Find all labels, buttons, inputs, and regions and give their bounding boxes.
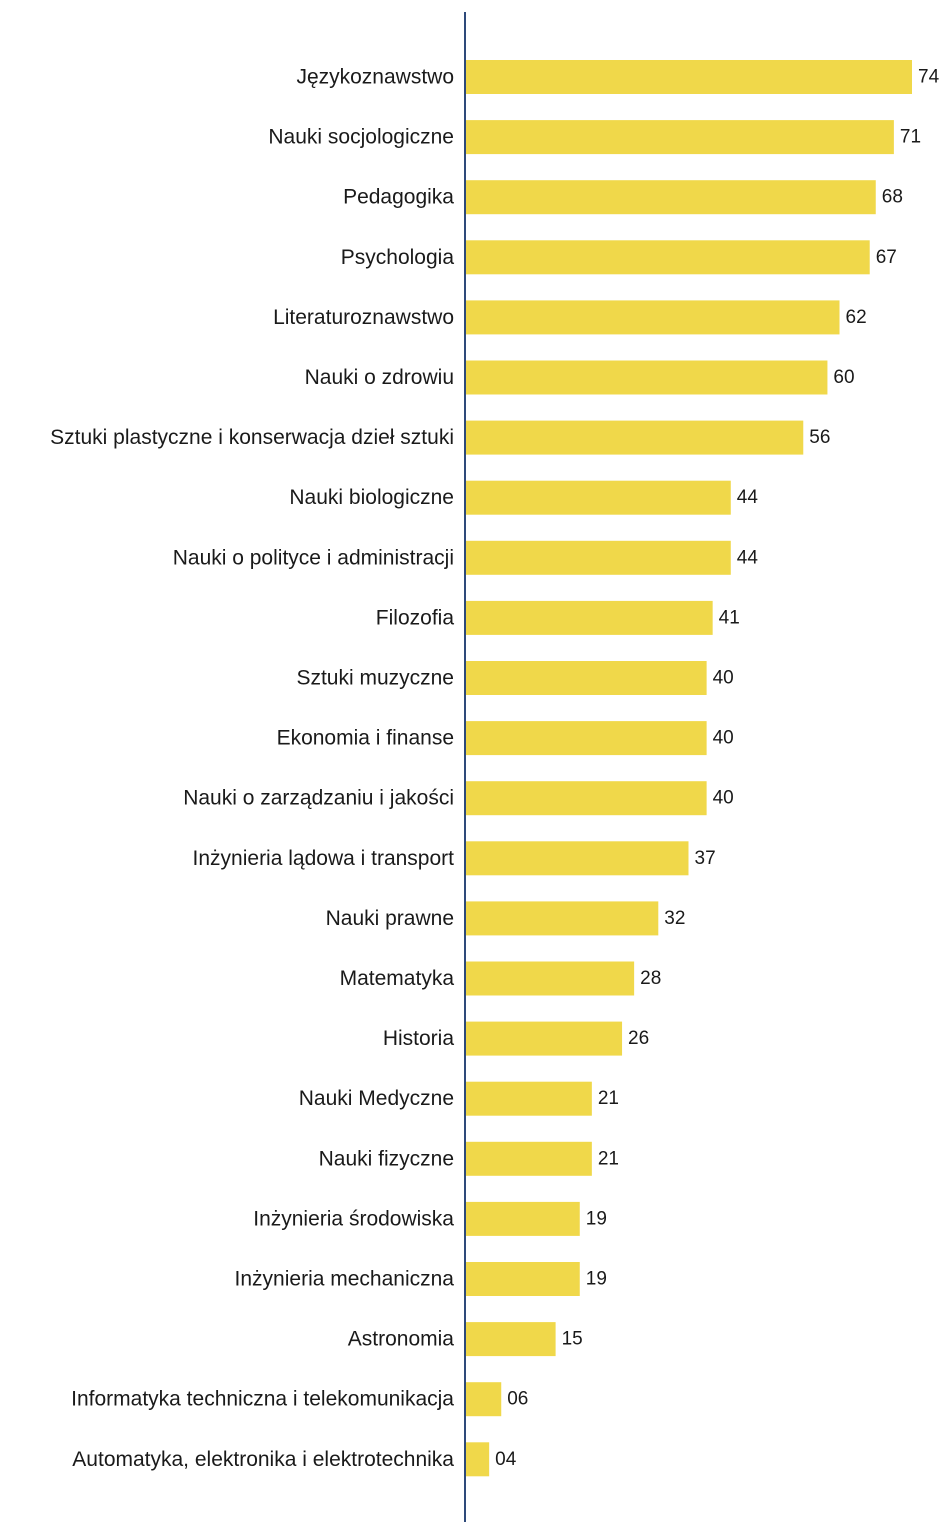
- bar: [465, 1322, 556, 1357]
- value-label: 32: [664, 908, 685, 929]
- category-label: Inżynieria środowiska: [253, 1207, 454, 1230]
- value-label: 15: [562, 1329, 583, 1350]
- value-label: 44: [737, 487, 759, 508]
- bar: [465, 1262, 580, 1296]
- bar: [465, 600, 713, 635]
- bar: [465, 1442, 490, 1477]
- bar: [465, 841, 689, 876]
- value-label: 37: [695, 848, 716, 869]
- category-labels: Językoznawstwo Nauki socjologiczne Pedagog…: [50, 66, 454, 1471]
- category-label: Językoznawstwo: [296, 66, 454, 89]
- value-label: 40: [713, 788, 734, 809]
- value-label: 26: [628, 1028, 649, 1049]
- bar: [465, 781, 707, 816]
- bar: [465, 1141, 592, 1176]
- bar: [465, 1021, 623, 1056]
- bar: [465, 661, 707, 695]
- category-label: Pedagogika: [343, 186, 454, 209]
- category-label: Sztuki plastyczne i konserwacja dzieł sz…: [50, 426, 454, 449]
- bar: [465, 180, 876, 215]
- category-label: Nauki Medyczne: [299, 1087, 454, 1110]
- category-label: Nauki fizyczne: [319, 1147, 454, 1170]
- bar: [465, 961, 635, 996]
- category-label: Nauki o zarządzaniu i jakości: [183, 787, 454, 810]
- value-label: 62: [846, 307, 867, 328]
- value-label: 40: [713, 668, 734, 689]
- category-label: Sztuki muzyczne: [296, 667, 454, 690]
- bar: [465, 360, 828, 395]
- bar: [465, 420, 804, 455]
- value-labels: 74 71 68 67 62 60 56 44 44 41 40 40 40 37 32 28 26 21 21 19…: [495, 67, 939, 1470]
- category-label: Nauki o polityce i administracji: [173, 546, 454, 569]
- bar: [465, 240, 870, 275]
- bar: [465, 120, 894, 155]
- value-label: 71: [900, 127, 921, 148]
- bar: [465, 1382, 502, 1417]
- bar: [465, 60, 912, 94]
- value-label: 04: [495, 1449, 517, 1470]
- category-label: Nauki biologiczne: [289, 486, 454, 509]
- category-label: Nauki socjologiczne: [268, 126, 454, 149]
- category-label: Informatyka techniczna i telekomunikacja: [71, 1388, 454, 1411]
- category-label: Inżynieria lądowa i transport: [193, 847, 455, 870]
- bar: [465, 480, 731, 515]
- value-label: 19: [586, 1208, 607, 1229]
- bar: [465, 1081, 592, 1116]
- value-label: 74: [918, 67, 940, 88]
- value-label: 44: [737, 547, 759, 568]
- bar: [465, 540, 731, 575]
- category-label: Automatyka, elektronika i elektrotechnik…: [72, 1448, 454, 1471]
- category-label: Psychologia: [341, 246, 455, 269]
- bar: [465, 721, 707, 756]
- value-label: 56: [809, 427, 830, 448]
- category-label: Filozofia: [376, 606, 455, 629]
- category-label: Ekonomia i finanse: [277, 727, 454, 750]
- bar: [465, 901, 659, 936]
- value-label: 21: [598, 1088, 619, 1109]
- category-label: Historia: [383, 1027, 455, 1050]
- value-label: 41: [719, 607, 740, 628]
- category-label: Astronomia: [348, 1328, 455, 1351]
- category-label: Nauki prawne: [326, 907, 454, 930]
- value-label: 19: [586, 1269, 607, 1290]
- value-label: 68: [882, 187, 903, 208]
- category-label: Matematyka: [340, 967, 455, 990]
- value-label: 06: [507, 1389, 528, 1410]
- value-label: 21: [598, 1148, 619, 1169]
- value-label: 28: [640, 968, 661, 989]
- bars-group: [465, 60, 912, 1477]
- value-label: 67: [876, 247, 897, 268]
- bar: [465, 300, 840, 335]
- bar: [465, 1201, 580, 1236]
- value-label: 40: [713, 728, 734, 749]
- category-label: Literaturoznawstwo: [273, 306, 454, 329]
- category-label: Inżynieria mechaniczna: [235, 1268, 455, 1291]
- value-label: 60: [833, 367, 854, 388]
- category-label: Nauki o zdrowiu: [305, 366, 454, 389]
